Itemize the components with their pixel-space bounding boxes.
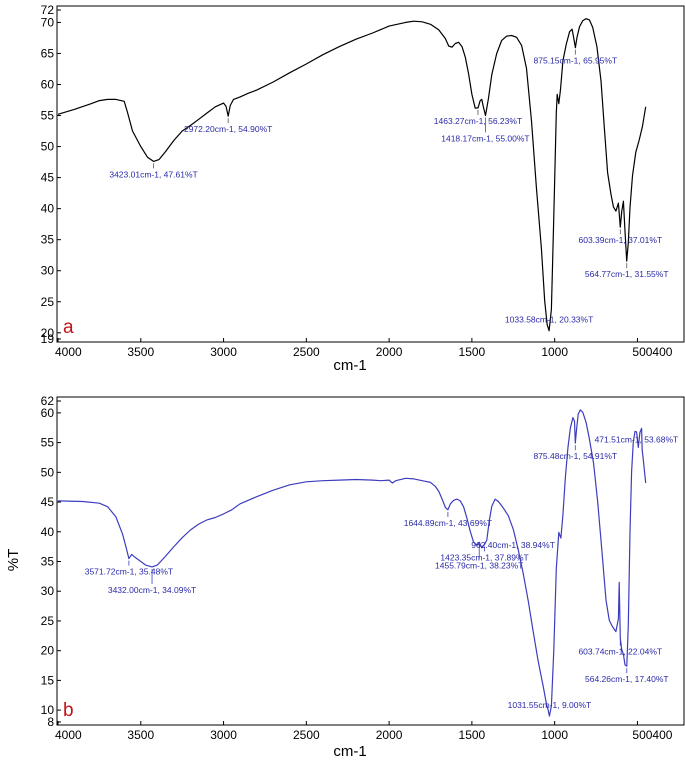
y-tick-label: 40	[41, 525, 55, 539]
y-tick-label: 30	[41, 264, 55, 278]
y-tick-label: 70	[41, 15, 55, 29]
panel-label: b	[63, 700, 74, 721]
y-tick-label: 60	[41, 406, 55, 420]
y-tick-label: 19	[41, 332, 55, 346]
y-tick-label: 8	[47, 715, 54, 729]
y-tick-label: 55	[41, 109, 55, 123]
peak-annotation: 1423.35cm-1, 37.89%T	[440, 552, 528, 562]
x-tick-label: 1000	[541, 728, 568, 742]
y-tick-label: 20	[41, 644, 55, 658]
x-tick-label: 3500	[127, 728, 154, 742]
x-tick-label: 2500	[293, 345, 320, 359]
y-tick-label: 72	[41, 3, 55, 17]
y-tick-label: 62	[41, 394, 55, 408]
spectrum-line	[57, 18, 647, 332]
peak-annotation: 962.40cm-1, 38.94%T	[471, 540, 555, 550]
panel-label: a	[63, 317, 74, 338]
x-tick-label: 500400	[632, 345, 672, 359]
y-tick-label: 40	[41, 202, 55, 216]
y-tick-label: 25	[41, 295, 55, 309]
peak-annotation: 1644.89cm-1, 43.69%T	[404, 518, 492, 528]
peak-annotation: 1455.79cm-1, 38.23%T	[435, 560, 523, 570]
y-tick-label: 35	[41, 233, 55, 247]
peak-annotation: 875.48cm-1, 54.91%T	[533, 451, 617, 461]
y-tick-label: 20	[41, 326, 55, 340]
x-tick-label: 1500	[459, 345, 486, 359]
peak-annotation: 2972.20cm-1, 54.90%T	[184, 124, 272, 134]
y-tick-label: 35	[41, 555, 55, 569]
y-tick-label: 50	[41, 140, 55, 154]
y-tick-label: 65	[41, 46, 55, 60]
x-tick-label: 1500	[459, 728, 486, 742]
x-tick-label: 3000	[210, 728, 237, 742]
x-tick-label: 2000	[376, 345, 403, 359]
peak-annotation: 603.74cm-1, 22.04%T	[578, 647, 662, 657]
x-tick-label: 2000	[376, 728, 403, 742]
y-tick-label: 30	[41, 584, 55, 598]
spectrum-line	[57, 409, 647, 717]
x-axis-label: cm-1	[333, 357, 366, 374]
peak-annotation: 1418.17cm-1, 55.00%T	[441, 134, 529, 144]
peak-annotation: 564.77cm-1, 31.55%T	[585, 269, 669, 279]
y-tick-label: 55	[41, 436, 55, 450]
peak-annotation: 3423.01cm-1, 47.61%T	[109, 169, 197, 179]
x-tick-label: 500400	[632, 728, 672, 742]
peak-annotation: 3571.72cm-1, 35.48%T	[85, 567, 173, 577]
y-tick-label: 60	[41, 77, 55, 91]
x-tick-label: 3500	[127, 345, 154, 359]
peak-annotation: 603.39cm-1, 37.01%T	[579, 235, 663, 245]
peak-annotation: 875.15cm-1, 65.95%T	[534, 56, 618, 66]
peak-annotation: 1031.55cm-1, 9.00%T	[508, 700, 592, 710]
peak-annotation: 564.26cm-1, 17.40%T	[585, 674, 669, 684]
x-tick-label: 4000	[55, 728, 82, 742]
y-tick-label: 15	[41, 673, 55, 687]
y-tick-label: 50	[41, 465, 55, 479]
y-tick-label: 10	[41, 703, 55, 717]
peak-annotation: 471.51cm-1, 53.68%T	[595, 434, 679, 444]
peak-annotation: 3432.00cm-1, 34.09%T	[108, 585, 196, 595]
plot-frame	[56, 5, 685, 343]
peak-annotation: 1033.58cm-1, 20.33%T	[505, 315, 593, 325]
x-tick-label: 3000	[210, 345, 237, 359]
peak-annotation: 1463.27cm-1, 56.23%T	[434, 116, 522, 126]
x-axis-label: cm-1	[333, 743, 366, 760]
y-tick-label: 45	[41, 495, 55, 509]
x-tick-label: 2500	[293, 728, 320, 742]
x-tick-label: 4000	[55, 345, 82, 359]
x-tick-label: 1000	[541, 345, 568, 359]
y-axis-label: %T	[5, 549, 22, 572]
y-tick-label: 25	[41, 614, 55, 628]
y-tick-label: 45	[41, 171, 55, 185]
